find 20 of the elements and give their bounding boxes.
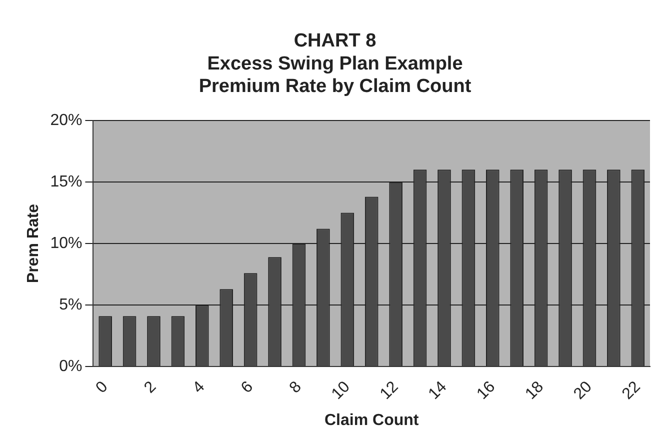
y-tick-label: 0% (59, 358, 82, 376)
x-tick-label: 22 (619, 378, 644, 403)
x-tick-label: 12 (377, 378, 402, 403)
x-axis-title: Claim Count (324, 412, 420, 429)
y-tick-label: 5% (59, 296, 82, 314)
y-axis-title: Prem Rate (25, 204, 42, 284)
x-tick-label: 8 (286, 378, 305, 397)
x-tick-label: 14 (426, 378, 450, 403)
x-tick-label: 20 (570, 378, 596, 403)
chart-title: CHART 8 Excess Swing Plan Example Premium Rate by Claim Count (198, 30, 472, 98)
x-tick-label: 4 (190, 378, 208, 397)
x-tick-label: 2 (141, 378, 160, 397)
x-tick-label: 18 (522, 378, 548, 403)
y-tick-label: 10% (50, 234, 82, 252)
y-tick-label: 20% (50, 112, 82, 129)
y-tick-label: 15% (50, 173, 82, 190)
x-tick-label: 16 (474, 378, 499, 403)
x-tick-label: 6 (238, 378, 257, 397)
x-tick-label: 10 (328, 378, 354, 403)
x-tick-label: 0 (92, 378, 112, 397)
